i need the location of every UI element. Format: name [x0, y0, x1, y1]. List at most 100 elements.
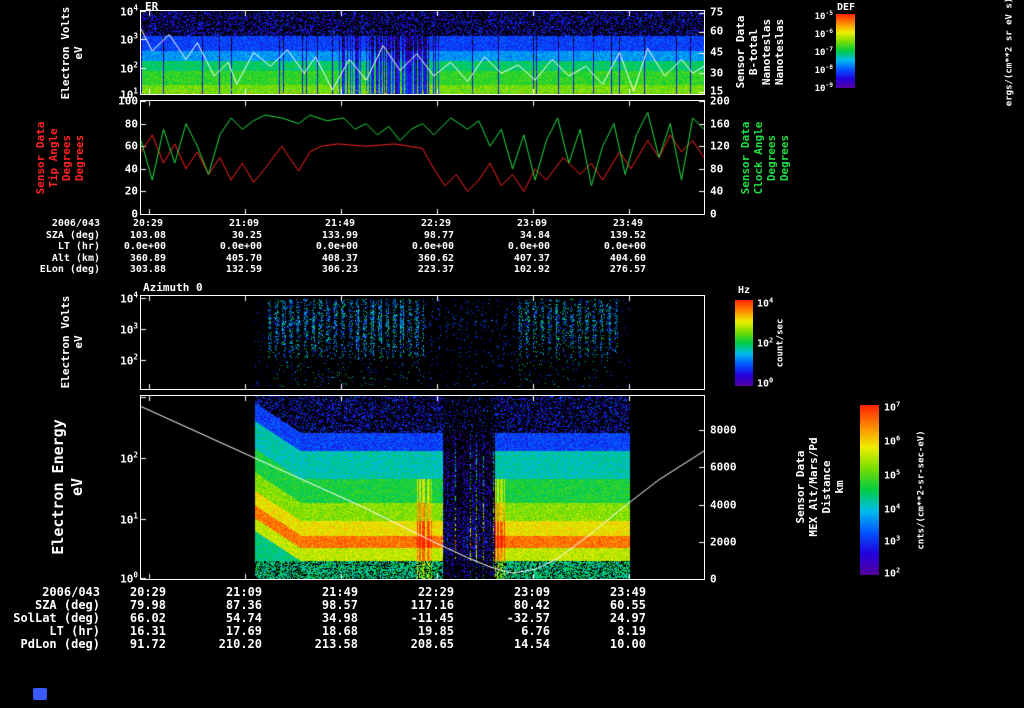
label-line: Sensor Data [794, 450, 807, 524]
ephemeris-value: 60.55 [609, 598, 646, 612]
axis-tick-label: 0 [131, 207, 138, 221]
label-line: eV [68, 477, 86, 497]
ephemeris-value: 306.23 [321, 264, 358, 275]
axis-tick-label: 103 [884, 534, 901, 548]
axis-tick-label: 80 [710, 162, 724, 176]
axis-tick-label: 102 [120, 352, 138, 368]
axis-tick-label: 75 [710, 5, 724, 19]
axis-tick-label: 100 [757, 376, 774, 390]
ephemeris-value: 0.0e+00 [219, 241, 262, 252]
time-label: 21:09 [225, 585, 263, 599]
time-label: 23:09 [516, 218, 548, 229]
time-label: 22:29 [417, 585, 455, 599]
p3-y-axis-label: Electron Volts eV [59, 296, 85, 389]
hz-colorbar-units: count/sec [775, 318, 786, 368]
axis-tick-label: 102 [120, 450, 138, 466]
label-line: eV [72, 46, 85, 60]
axis-tick-label: 103 [120, 31, 138, 47]
ephemeris-value: 360.62 [417, 253, 454, 264]
ephemeris-value: 87.36 [225, 598, 262, 612]
ephemeris-value: 208.65 [410, 637, 454, 651]
ephemeris-value: 117.16 [410, 598, 454, 612]
ephemeris-value: 24.97 [609, 611, 646, 625]
axis-tick-label: 10-9 [814, 82, 833, 94]
label-line: eV [72, 335, 85, 349]
axis-tick-label: 104 [757, 296, 774, 310]
ephemeris-value: 132.59 [225, 264, 262, 275]
ephemeris-row-label: LT (hr) [57, 241, 100, 252]
er-spectrogram-canvas [141, 11, 704, 94]
ephemeris-row-label: PdLon (deg) [20, 637, 100, 651]
taskbar-chip[interactable] [33, 688, 47, 700]
ephemeris-value: 133.99 [321, 230, 358, 241]
axis-tick-label: 0 [710, 207, 717, 221]
ephemeris-value: 360.89 [129, 253, 166, 264]
time-label: 20:29 [132, 218, 164, 229]
p1-y-axis-label: Electron Volts eV [59, 7, 85, 100]
time-label: 23:09 [513, 585, 551, 599]
axis-tick-label: 0 [710, 572, 717, 586]
ephemeris-value: 303.88 [129, 264, 166, 275]
axis-tick-label: 15 [710, 84, 724, 98]
axis-tick-label: 10-6 [814, 28, 833, 40]
ephemeris-value: 16.31 [129, 624, 166, 638]
axis-tick-label: 200 [710, 94, 730, 108]
ephemeris-value: 6.76 [521, 624, 550, 638]
ephemeris-value: 408.37 [321, 253, 358, 264]
flux-colorbar [860, 405, 879, 575]
axis-tick-label: 60 [710, 24, 724, 38]
def-colorbar-units: ergs/(cm**2 sr eV s) [1004, 0, 1015, 107]
ephemeris-row-label: LT (hr) [49, 624, 100, 638]
axis-tick-label: 40 [124, 162, 138, 176]
hz-colorbar [735, 300, 753, 386]
axis-tick-label: 102 [120, 60, 138, 76]
label-line: km [833, 480, 846, 494]
axis-tick-label: 105 [884, 468, 901, 482]
ephemeris-date: 2006/043 [42, 585, 100, 599]
ephemeris-date: 2006/043 [51, 218, 100, 229]
axis-tick-label: 60 [124, 139, 138, 153]
p4-y-axis-label: Electron Energy eV [49, 419, 87, 554]
ephemeris-value: 34.98 [321, 611, 358, 625]
azimuth-spectrogram-canvas [141, 296, 704, 389]
label-line: Distance [820, 460, 833, 514]
ephemeris-value: 30.25 [231, 230, 262, 241]
label-line: MEX Alt/Mars/Pd [807, 437, 820, 537]
axis-tick-label: 104 [120, 290, 138, 306]
axis-tick-label: 107 [884, 400, 901, 414]
plot-title-er: ER [145, 0, 159, 13]
ephemeris-value: 276.57 [609, 264, 646, 275]
axis-tick-label: 10-7 [814, 46, 833, 58]
axis-tick-label: 104 [120, 3, 138, 19]
ephemeris-value: 14.54 [513, 637, 550, 651]
ephemeris-value: 210.20 [218, 637, 262, 651]
ephemeris-value: 405.70 [225, 253, 262, 264]
axis-tick-label: 100 [118, 94, 138, 108]
axis-tick-label: 2000 [710, 535, 737, 549]
axis-tick-label: 120 [710, 139, 730, 153]
ephemeris-value: 139.52 [609, 230, 646, 241]
p2-left-axis-label: Sensor Data Tip Angle Degrees Degrees [34, 122, 86, 195]
axis-tick-label: 40 [710, 184, 724, 198]
label-line: Sensor Data [34, 121, 47, 195]
ephemeris-value: 18.68 [321, 624, 358, 638]
colorbar-hz-title: Hz [737, 285, 751, 296]
ephemeris-value: 98.57 [321, 598, 358, 612]
label-line: Electron Volts [59, 6, 72, 100]
electron-energy-canvas [141, 396, 704, 579]
time-label: 21:49 [324, 218, 356, 229]
ephemeris-value: 103.08 [129, 230, 166, 241]
ephemeris-value: 91.72 [129, 637, 166, 651]
time-label: 20:29 [129, 585, 167, 599]
ephemeris-value: 0.0e+00 [507, 241, 550, 252]
axis-tick-label: 106 [884, 434, 901, 448]
time-label: 23:49 [609, 585, 647, 599]
ephemeris-value: 0.0e+00 [123, 241, 166, 252]
angles-canvas [141, 101, 704, 214]
panel-er-spectrogram [140, 10, 705, 95]
ephemeris-value: 54.74 [225, 611, 262, 625]
axis-tick-label: 101 [120, 86, 138, 102]
axis-tick-label: 160 [710, 117, 730, 131]
ephemeris-value: -32.57 [506, 611, 550, 625]
